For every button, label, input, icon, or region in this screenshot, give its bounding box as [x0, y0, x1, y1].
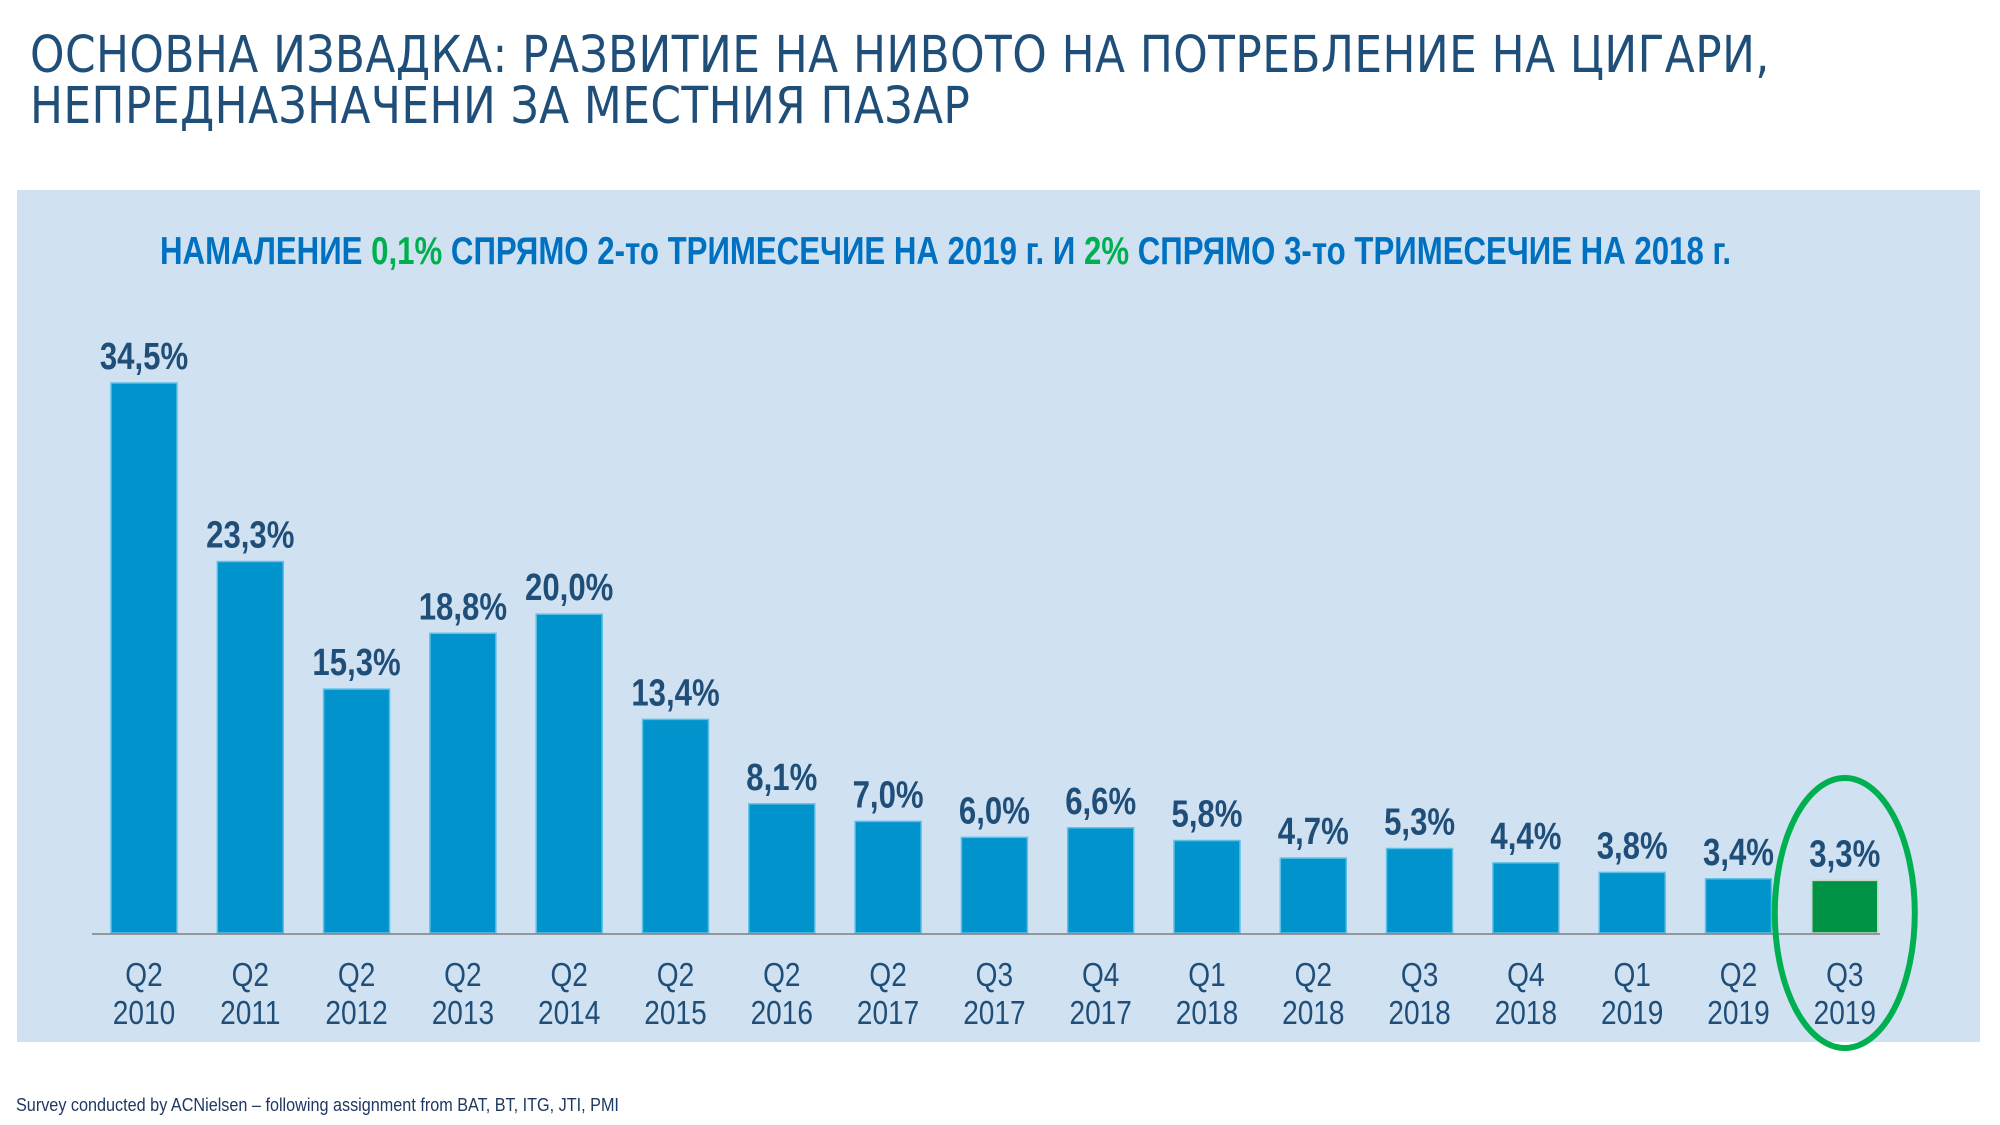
x-tick-year: 2016	[751, 995, 813, 1032]
bar-q2-2015	[641, 718, 710, 934]
data-label: 20,0%	[525, 567, 613, 609]
x-tick-year: 2017	[857, 995, 919, 1032]
data-label: 5,3%	[1384, 802, 1455, 844]
subtitle-value-quarter: 0,1%	[371, 230, 443, 273]
x-tick-quarter: Q2	[444, 957, 481, 994]
x-tick-quarter: Q4	[1082, 957, 1119, 994]
x-tick-quarter: Q2	[763, 957, 800, 994]
bar-q2-2017	[854, 820, 922, 934]
bar-q4-2017	[1066, 827, 1135, 934]
bar-q3-2019	[1811, 879, 1879, 934]
data-label: 34,5%	[100, 336, 188, 378]
x-tick-year: 2019	[1601, 995, 1663, 1032]
data-label: 4,7%	[1278, 811, 1349, 853]
subtitle-value-year: 2%	[1083, 230, 1130, 273]
bar-q2-2016	[748, 803, 816, 934]
chart-subtitle: НАМАЛЕНИЕ 0,1% СПРЯМО 2-то ТРИМЕСЕЧИЕ НА…	[160, 230, 1731, 274]
x-tick-year: 2018	[1495, 995, 1557, 1032]
bar-q3-2018	[1385, 847, 1454, 934]
bar-q2-2012	[322, 688, 391, 934]
bar-q4-2018	[1492, 862, 1560, 934]
subtitle-text-3: СПРЯМО 3-то ТРИМЕСЕЧИЕ НА 2018 г.	[1129, 230, 1732, 273]
x-tick-quarter: Q2	[657, 957, 694, 994]
data-label: 23,3%	[206, 515, 294, 557]
data-label: 13,4%	[631, 673, 719, 715]
data-label: 3,4%	[1703, 832, 1774, 874]
data-label: 18,8%	[419, 586, 507, 628]
x-tick-year: 2015	[644, 995, 706, 1032]
x-tick-quarter: Q2	[232, 957, 269, 994]
bar-q2-2019	[1704, 878, 1773, 934]
subtitle-text-1: НАМАЛЕНИЕ	[160, 230, 372, 273]
data-label: 4,4%	[1490, 816, 1561, 858]
x-tick-quarter: Q1	[1613, 957, 1650, 994]
bar-q2-2010	[110, 382, 178, 934]
bar-q2-2013	[429, 632, 497, 934]
x-tick-year: 2013	[432, 995, 494, 1032]
data-label: 15,3%	[312, 642, 400, 684]
x-tick-quarter: Q1	[1188, 957, 1225, 994]
subtitle-text-2: СПРЯМО 2-то ТРИМЕСЕЧИЕ НА 2019 г. И	[442, 230, 1084, 273]
data-label: 6,6%	[1065, 781, 1136, 823]
bar-q3-2017	[960, 836, 1029, 934]
x-tick-year: 2017	[1070, 995, 1132, 1032]
x-tick-year: 2012	[325, 995, 387, 1032]
footer-source-note: Survey conducted by ACNielsen – followin…	[16, 1095, 619, 1115]
x-tick-year: 2011	[220, 995, 280, 1032]
x-tick-year: 2018	[1282, 995, 1344, 1032]
bar-q2-2014	[535, 613, 603, 934]
page-title: ОСНОВНА ИЗВАДКА: РАЗВИТИЕ НА НИВОТО НА П…	[30, 30, 1770, 132]
x-tick-quarter: Q2	[869, 957, 906, 994]
x-tick-year: 2017	[963, 995, 1025, 1032]
title-line-1: ОСНОВНА ИЗВАДКА: РАЗВИТИЕ НА НИВОТО НА П…	[30, 26, 1770, 85]
x-tick-quarter: Q3	[976, 957, 1013, 994]
x-tick-quarter: Q3	[1826, 957, 1863, 994]
data-label: 3,3%	[1809, 834, 1880, 876]
data-label: 3,8%	[1597, 826, 1668, 868]
x-tick-year: 2014	[538, 995, 600, 1032]
x-tick-year: 2010	[113, 995, 175, 1032]
x-tick-year: 2018	[1388, 995, 1450, 1032]
highlight-ellipse	[1771, 775, 1918, 1051]
bar-q1-2018	[1173, 839, 1241, 934]
x-tick-quarter: Q2	[1295, 957, 1332, 994]
bar-q1-2019	[1598, 871, 1666, 934]
x-tick-quarter: Q2	[338, 957, 375, 994]
x-tick-year: 2019	[1814, 995, 1876, 1032]
data-label: 6,0%	[959, 791, 1030, 833]
x-tick-quarter: Q3	[1401, 957, 1438, 994]
data-label: 8,1%	[746, 757, 817, 799]
bar-q2-2018	[1279, 857, 1348, 934]
x-tick-quarter: Q2	[1720, 957, 1757, 994]
data-label: 7,0%	[853, 775, 924, 817]
x-tick-year: 2019	[1707, 995, 1769, 1032]
x-tick-quarter: Q4	[1507, 957, 1544, 994]
x-tick-quarter: Q2	[550, 957, 587, 994]
x-tick-year: 2018	[1176, 995, 1238, 1032]
data-label: 5,8%	[1172, 794, 1243, 836]
x-tick-quarter: Q2	[125, 957, 162, 994]
title-line-2: НЕПРЕДНАЗНАЧЕНИ ЗА МЕСТНИЯ ПАЗАР	[30, 77, 971, 136]
bar-q2-2011	[216, 560, 285, 934]
